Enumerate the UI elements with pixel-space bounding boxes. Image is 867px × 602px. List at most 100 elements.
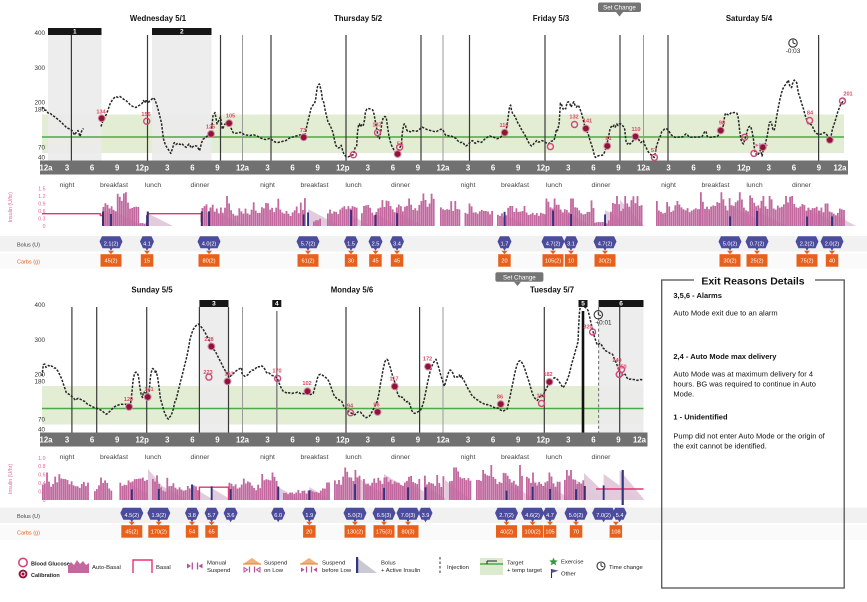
svg-text:4.6(2): 4.6(2) bbox=[525, 513, 540, 519]
svg-text:Suspend: Suspend bbox=[207, 568, 230, 574]
svg-text:130(2): 130(2) bbox=[347, 530, 363, 536]
svg-text:80(2): 80(2) bbox=[202, 259, 215, 265]
svg-text:70: 70 bbox=[573, 530, 579, 536]
svg-text:6: 6 bbox=[290, 164, 295, 173]
svg-text:113: 113 bbox=[536, 394, 545, 400]
svg-text:200: 200 bbox=[34, 371, 45, 378]
svg-text:9: 9 bbox=[516, 164, 521, 173]
svg-text:3: 3 bbox=[65, 436, 70, 445]
svg-text:breakfast: breakfast bbox=[702, 182, 730, 189]
svg-text:1.9: 1.9 bbox=[305, 513, 313, 519]
svg-text:12a: 12a bbox=[39, 436, 53, 445]
svg-text:Bolus: Bolus bbox=[381, 561, 396, 567]
svg-text:lunch: lunch bbox=[546, 454, 562, 461]
svg-text:30: 30 bbox=[348, 259, 354, 265]
svg-text:6: 6 bbox=[391, 436, 396, 445]
svg-text:12a: 12a bbox=[236, 436, 250, 445]
svg-text:6: 6 bbox=[792, 164, 797, 173]
svg-text:54: 54 bbox=[189, 530, 195, 536]
svg-text:Monday 5/6: Monday 5/6 bbox=[331, 286, 374, 295]
svg-text:Carbs (g): Carbs (g) bbox=[17, 260, 40, 266]
svg-text:dinner: dinner bbox=[792, 182, 812, 189]
svg-text:20: 20 bbox=[501, 259, 507, 265]
svg-text:120: 120 bbox=[124, 397, 133, 403]
svg-text:Set Change: Set Change bbox=[603, 5, 636, 12]
svg-text:9: 9 bbox=[717, 164, 722, 173]
svg-text:3: 3 bbox=[265, 164, 270, 173]
svg-text:10: 10 bbox=[568, 259, 574, 265]
svg-text:Auto Mode was at maximum deliv: Auto Mode was at maximum delivery for 4 bbox=[673, 370, 813, 379]
svg-text:9: 9 bbox=[316, 436, 321, 445]
svg-text:80(3): 80(3) bbox=[401, 530, 414, 536]
svg-text:dinner: dinner bbox=[391, 182, 411, 189]
svg-text:180: 180 bbox=[34, 378, 45, 385]
svg-text:57: 57 bbox=[651, 148, 657, 154]
svg-text:12p: 12p bbox=[536, 436, 550, 445]
svg-text:3: 3 bbox=[265, 436, 270, 445]
svg-text:223: 223 bbox=[203, 370, 212, 376]
svg-text:15: 15 bbox=[144, 259, 150, 265]
svg-text:110: 110 bbox=[631, 127, 640, 133]
svg-text:6: 6 bbox=[691, 164, 696, 173]
svg-text:40(2): 40(2) bbox=[500, 530, 513, 536]
svg-text:9: 9 bbox=[616, 436, 621, 445]
svg-text:45(2): 45(2) bbox=[125, 530, 138, 536]
svg-text:12a: 12a bbox=[236, 164, 250, 173]
svg-text:+ temp target: + temp target bbox=[507, 568, 542, 574]
svg-text:3,5,6 - Alarms: 3,5,6 - Alarms bbox=[673, 291, 722, 300]
svg-text:3: 3 bbox=[466, 164, 471, 173]
svg-text:12p: 12p bbox=[135, 436, 149, 445]
svg-text:Carbs (g): Carbs (g) bbox=[17, 531, 40, 537]
svg-text:5.0(2): 5.0(2) bbox=[348, 513, 363, 519]
svg-text:1.2: 1.2 bbox=[38, 194, 45, 200]
svg-text:3: 3 bbox=[212, 301, 216, 308]
svg-text:Tuesday 5/7: Tuesday 5/7 bbox=[530, 286, 574, 295]
svg-text:6: 6 bbox=[591, 164, 596, 173]
svg-text:3: 3 bbox=[566, 436, 571, 445]
svg-text:9: 9 bbox=[316, 164, 321, 173]
svg-text:70: 70 bbox=[38, 416, 46, 423]
svg-text:+0:01: +0:01 bbox=[595, 320, 612, 327]
svg-text:73: 73 bbox=[300, 128, 306, 134]
svg-text:9: 9 bbox=[416, 436, 421, 445]
svg-text:6: 6 bbox=[619, 301, 623, 308]
svg-text:228: 228 bbox=[204, 337, 213, 343]
svg-text:lunch: lunch bbox=[345, 454, 361, 461]
svg-text:Sunday 5/5: Sunday 5/5 bbox=[131, 286, 173, 295]
svg-text:Other: Other bbox=[561, 572, 576, 578]
svg-text:134: 134 bbox=[96, 110, 106, 116]
svg-text:2.0(2): 2.0(2) bbox=[825, 242, 840, 248]
svg-text:night: night bbox=[260, 454, 275, 461]
svg-text:0: 0 bbox=[43, 224, 46, 230]
svg-text:9: 9 bbox=[516, 436, 521, 445]
svg-text:0.9: 0.9 bbox=[38, 201, 45, 207]
svg-text:breakfast: breakfast bbox=[100, 182, 128, 189]
svg-text:9: 9 bbox=[616, 164, 621, 173]
svg-text:100(2): 100(2) bbox=[525, 530, 541, 536]
svg-text:163: 163 bbox=[224, 372, 233, 378]
svg-text:2.2(2): 2.2(2) bbox=[800, 242, 815, 248]
svg-text:141: 141 bbox=[583, 119, 592, 125]
svg-text:1.5: 1.5 bbox=[347, 242, 355, 248]
svg-text:0.3: 0.3 bbox=[38, 216, 45, 222]
svg-text:4.7: 4.7 bbox=[546, 513, 554, 519]
svg-text:4.7(2): 4.7(2) bbox=[546, 242, 561, 248]
svg-text:5: 5 bbox=[581, 301, 585, 308]
svg-text:breakfast: breakfast bbox=[501, 182, 529, 189]
svg-text:4.5(2): 4.5(2) bbox=[124, 513, 139, 519]
svg-text:6: 6 bbox=[190, 436, 195, 445]
svg-text:132: 132 bbox=[569, 115, 578, 121]
svg-text:Exercise: Exercise bbox=[561, 560, 584, 566]
svg-text:night: night bbox=[260, 182, 275, 189]
svg-text:Pump did not enter Auto Mode o: Pump did not enter Auto Mode or the orig… bbox=[673, 432, 825, 441]
svg-text:40: 40 bbox=[829, 259, 835, 265]
svg-text:Bolus (U): Bolus (U) bbox=[17, 514, 40, 520]
svg-text:on Low: on Low bbox=[264, 568, 284, 574]
svg-text:3: 3 bbox=[767, 164, 772, 173]
svg-text:night: night bbox=[461, 182, 476, 189]
svg-text:6: 6 bbox=[190, 164, 195, 173]
svg-text:6.0: 6.0 bbox=[274, 513, 282, 519]
svg-text:3: 3 bbox=[165, 164, 170, 173]
svg-text:400: 400 bbox=[34, 302, 45, 309]
svg-text:night: night bbox=[60, 454, 75, 461]
